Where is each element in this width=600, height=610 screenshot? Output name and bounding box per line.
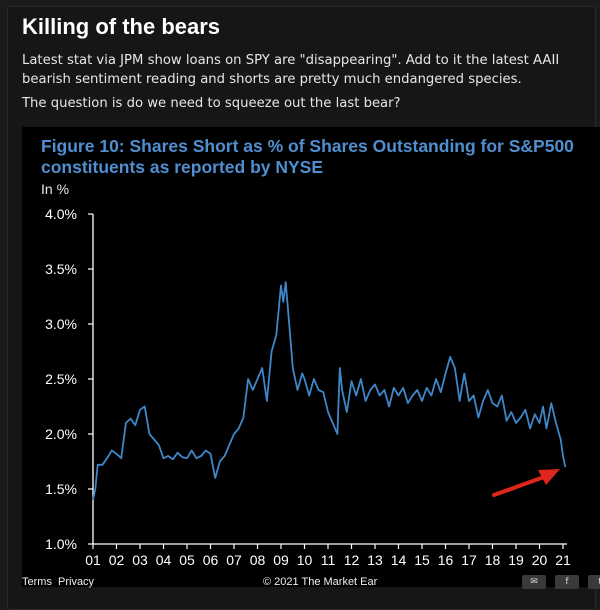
y-tick-label: 2.0% xyxy=(45,426,77,442)
y-tick-label: 3.0% xyxy=(45,316,77,332)
x-tick-label: 08 xyxy=(250,552,266,568)
y-axis-label: In % xyxy=(41,181,70,197)
email-icon[interactable]: ✉ xyxy=(522,575,546,589)
x-tick-label: 20 xyxy=(532,552,548,568)
site-footer: Terms Privacy © 2021 The Market Ear ✉ f … xyxy=(0,572,600,608)
post-paragraph: The question is do we need to squeeze ou… xyxy=(22,96,401,111)
x-tick-label: 05 xyxy=(179,552,195,568)
x-tick-label: 11 xyxy=(321,552,336,568)
copyright-text: © 2021 The Market Ear xyxy=(263,576,378,588)
terms-link[interactable]: Terms xyxy=(22,576,52,588)
x-tick-label: 04 xyxy=(156,552,172,568)
x-tick-label: 16 xyxy=(438,552,454,568)
series-line xyxy=(92,281,567,501)
x-tick-label: 18 xyxy=(485,552,501,568)
y-tick-label: 1.5% xyxy=(45,481,77,497)
x-tick-label: 19 xyxy=(508,552,524,568)
annotation-arrow-shaft xyxy=(492,475,546,497)
post-title: Killing of the bears xyxy=(22,14,221,39)
x-tick-label: 15 xyxy=(414,552,430,568)
y-tick-label: 4.0% xyxy=(45,206,77,222)
chart-image: Figure 10: Shares Short as % of Shares O… xyxy=(22,127,600,587)
x-tick-label: 21 xyxy=(555,552,571,568)
x-tick-label: 01 xyxy=(85,552,101,568)
x-tick-label: 17 xyxy=(461,552,477,568)
x-tick-label: 10 xyxy=(297,552,313,568)
x-tick-label: 14 xyxy=(391,552,407,568)
x-tick-label: 07 xyxy=(226,552,242,568)
y-tick-label: 1.0% xyxy=(45,536,77,552)
chart-title: Figure 10: Shares Short as % of Shares O… xyxy=(41,136,574,177)
privacy-link[interactable]: Privacy xyxy=(58,576,95,588)
x-tick-label: 03 xyxy=(132,552,148,568)
x-tick-label: 06 xyxy=(203,552,219,568)
facebook-icon[interactable]: f xyxy=(555,575,579,589)
x-tick-label: 13 xyxy=(367,552,383,568)
line-chart: 1.0% 1.5% 2.0% 2.5% 3.0% 3.5% 4.0% 01 02 03 04 05 06… xyxy=(45,206,571,568)
post-paragraph: Latest stat via JPM show loans on SPY ar… xyxy=(22,53,560,87)
x-tick-label: 09 xyxy=(273,552,289,568)
annotation-arrow-head xyxy=(538,469,560,485)
y-tick-label: 2.5% xyxy=(45,371,77,387)
x-tick-label: 12 xyxy=(344,552,360,568)
y-tick-label: 3.5% xyxy=(45,261,77,277)
twitter-icon[interactable]: t xyxy=(588,575,600,589)
x-tick-label: 02 xyxy=(109,552,125,568)
